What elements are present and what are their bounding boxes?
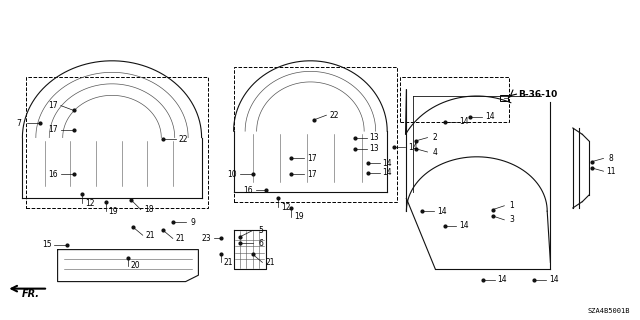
Text: 12: 12 <box>85 199 94 208</box>
Text: 12: 12 <box>282 203 291 212</box>
Bar <box>500 95 508 101</box>
Text: 21: 21 <box>224 258 233 267</box>
Text: 11: 11 <box>607 167 616 176</box>
Text: 7: 7 <box>17 119 22 128</box>
Text: 14: 14 <box>436 207 447 216</box>
Text: 14: 14 <box>484 112 495 121</box>
Bar <box>234 67 397 202</box>
Text: 14: 14 <box>382 159 392 168</box>
Text: 22: 22 <box>330 111 339 120</box>
Text: 14: 14 <box>459 117 469 126</box>
Text: 13: 13 <box>369 133 380 142</box>
Text: 14: 14 <box>382 168 392 177</box>
Text: 14: 14 <box>459 221 469 230</box>
Text: 15: 15 <box>42 240 52 249</box>
Text: 1: 1 <box>509 201 515 210</box>
Text: FR.: FR. <box>22 289 40 299</box>
Bar <box>400 77 509 122</box>
Text: 6: 6 <box>258 239 263 248</box>
Text: 5: 5 <box>258 226 263 235</box>
Bar <box>26 77 208 208</box>
Text: 20: 20 <box>131 261 141 270</box>
Text: 4: 4 <box>433 148 438 156</box>
Text: 8: 8 <box>609 154 614 163</box>
Text: 10: 10 <box>227 170 237 179</box>
Text: 14: 14 <box>548 276 559 284</box>
Text: 13: 13 <box>369 144 380 153</box>
Text: 16: 16 <box>48 170 58 179</box>
Text: 2: 2 <box>433 133 438 142</box>
Text: 3: 3 <box>509 215 515 224</box>
Text: 21: 21 <box>176 234 185 243</box>
Text: 17: 17 <box>48 101 58 110</box>
Text: 9: 9 <box>191 218 196 227</box>
Text: 21: 21 <box>146 231 155 240</box>
Text: 14: 14 <box>408 143 418 152</box>
Text: 17: 17 <box>307 154 317 163</box>
Text: 17: 17 <box>48 125 58 134</box>
Text: 23: 23 <box>202 234 212 243</box>
Text: 14: 14 <box>497 276 508 284</box>
Text: 16: 16 <box>243 186 253 195</box>
Text: 17: 17 <box>307 170 317 179</box>
Text: B-36-10: B-36-10 <box>518 90 557 99</box>
Text: 18: 18 <box>144 205 153 214</box>
Text: 21: 21 <box>266 258 275 267</box>
Text: SZA4B5001B: SZA4B5001B <box>588 308 630 314</box>
Text: 22: 22 <box>179 135 188 144</box>
Text: 19: 19 <box>294 212 304 221</box>
Text: 19: 19 <box>108 207 118 216</box>
